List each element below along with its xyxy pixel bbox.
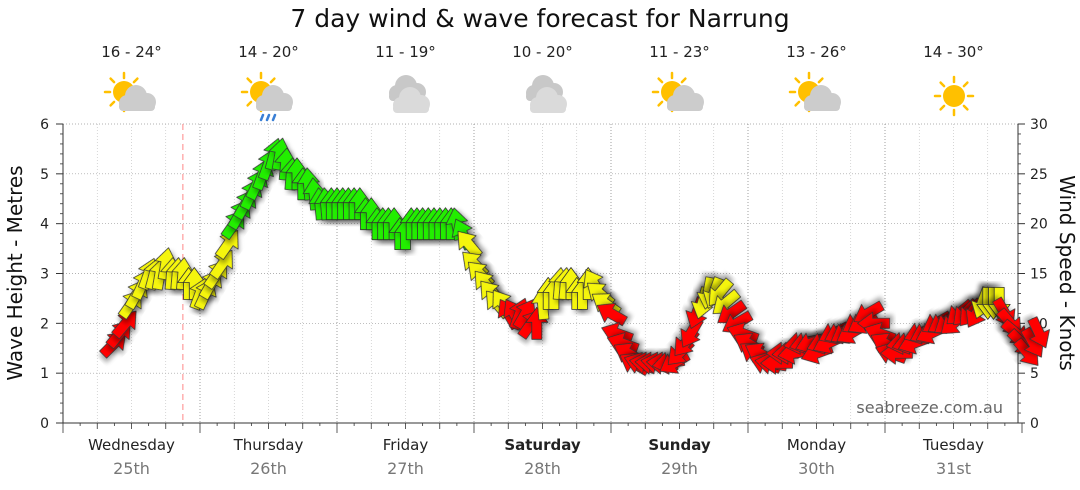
x-date-label: 26th — [250, 459, 287, 478]
wind-arrow — [596, 302, 628, 327]
x-date-label: 29th — [661, 459, 698, 478]
y-left-tick-label: 4 — [40, 217, 49, 233]
y-left-tick-label: 0 — [40, 416, 49, 432]
watermark: seabreeze.com.au — [856, 398, 1003, 417]
temperature-range: 16 - 24° — [101, 43, 162, 61]
y-right-tick-label: 0 — [1030, 416, 1039, 432]
x-day-label: Thursday — [233, 436, 304, 454]
chart-title: 7 day wind & wave forecast for Narrung — [290, 4, 790, 33]
partly-cloudy-icon — [787, 70, 847, 122]
y-right-tick-label: 25 — [1030, 167, 1048, 183]
y-right-tick-label: 5 — [1030, 366, 1039, 382]
sunny-icon — [924, 70, 984, 122]
wind-arrow — [214, 230, 239, 260]
temperature-range: 14 - 30° — [923, 43, 984, 61]
partly-cloudy-icon — [102, 70, 162, 122]
wind-arrows — [99, 137, 1050, 376]
temperature-range: 11 - 23° — [649, 43, 710, 61]
wind-arrow — [1027, 316, 1050, 349]
y-right-tick-label: 15 — [1030, 267, 1048, 283]
y-right-tick-label: 20 — [1030, 217, 1048, 233]
temperature-range: 11 - 19° — [375, 43, 436, 61]
y-left-tick-label: 3 — [40, 267, 49, 283]
y-axis-left-label: Wave Height - Metres — [3, 165, 27, 380]
y-axis-right-label: Wind Speed - Knots — [1055, 175, 1079, 371]
wind-arrow — [209, 249, 233, 280]
partly-cloudy-rain-icon — [239, 70, 299, 122]
temperature-range: 14 - 20° — [238, 43, 299, 61]
temperature-range: 13 - 26° — [786, 43, 847, 61]
cloudy-icon — [376, 70, 436, 122]
y-left-tick-label: 5 — [40, 167, 49, 183]
x-day-label: Friday — [383, 436, 429, 454]
x-day-label: Sunday — [648, 436, 711, 454]
y-right-tick-label: 30 — [1030, 117, 1048, 133]
x-date-label: 31st — [936, 459, 971, 478]
y-left-tick-label: 6 — [40, 117, 49, 133]
x-date-label: 30th — [798, 459, 835, 478]
y-left-tick-label: 2 — [40, 316, 49, 332]
x-day-label: Tuesday — [922, 436, 984, 454]
grid-lines — [63, 123, 1018, 424]
x-day-label: Monday — [787, 436, 846, 454]
y-left-tick-label: 1 — [40, 366, 49, 382]
x-date-label: 28th — [524, 459, 561, 478]
partly-cloudy-icon — [650, 70, 710, 122]
wind-arrow — [111, 310, 137, 340]
x-day-label: Saturday — [504, 436, 581, 454]
x-date-label: 25th — [113, 459, 150, 478]
x-day-label: Wednesday — [88, 436, 175, 454]
temperature-range: 10 - 20° — [512, 43, 573, 61]
x-date-label: 27th — [387, 459, 424, 478]
axes: 0123456051015202530Wednesday25thThursday… — [40, 117, 1048, 478]
cloudy-icon — [513, 70, 573, 122]
